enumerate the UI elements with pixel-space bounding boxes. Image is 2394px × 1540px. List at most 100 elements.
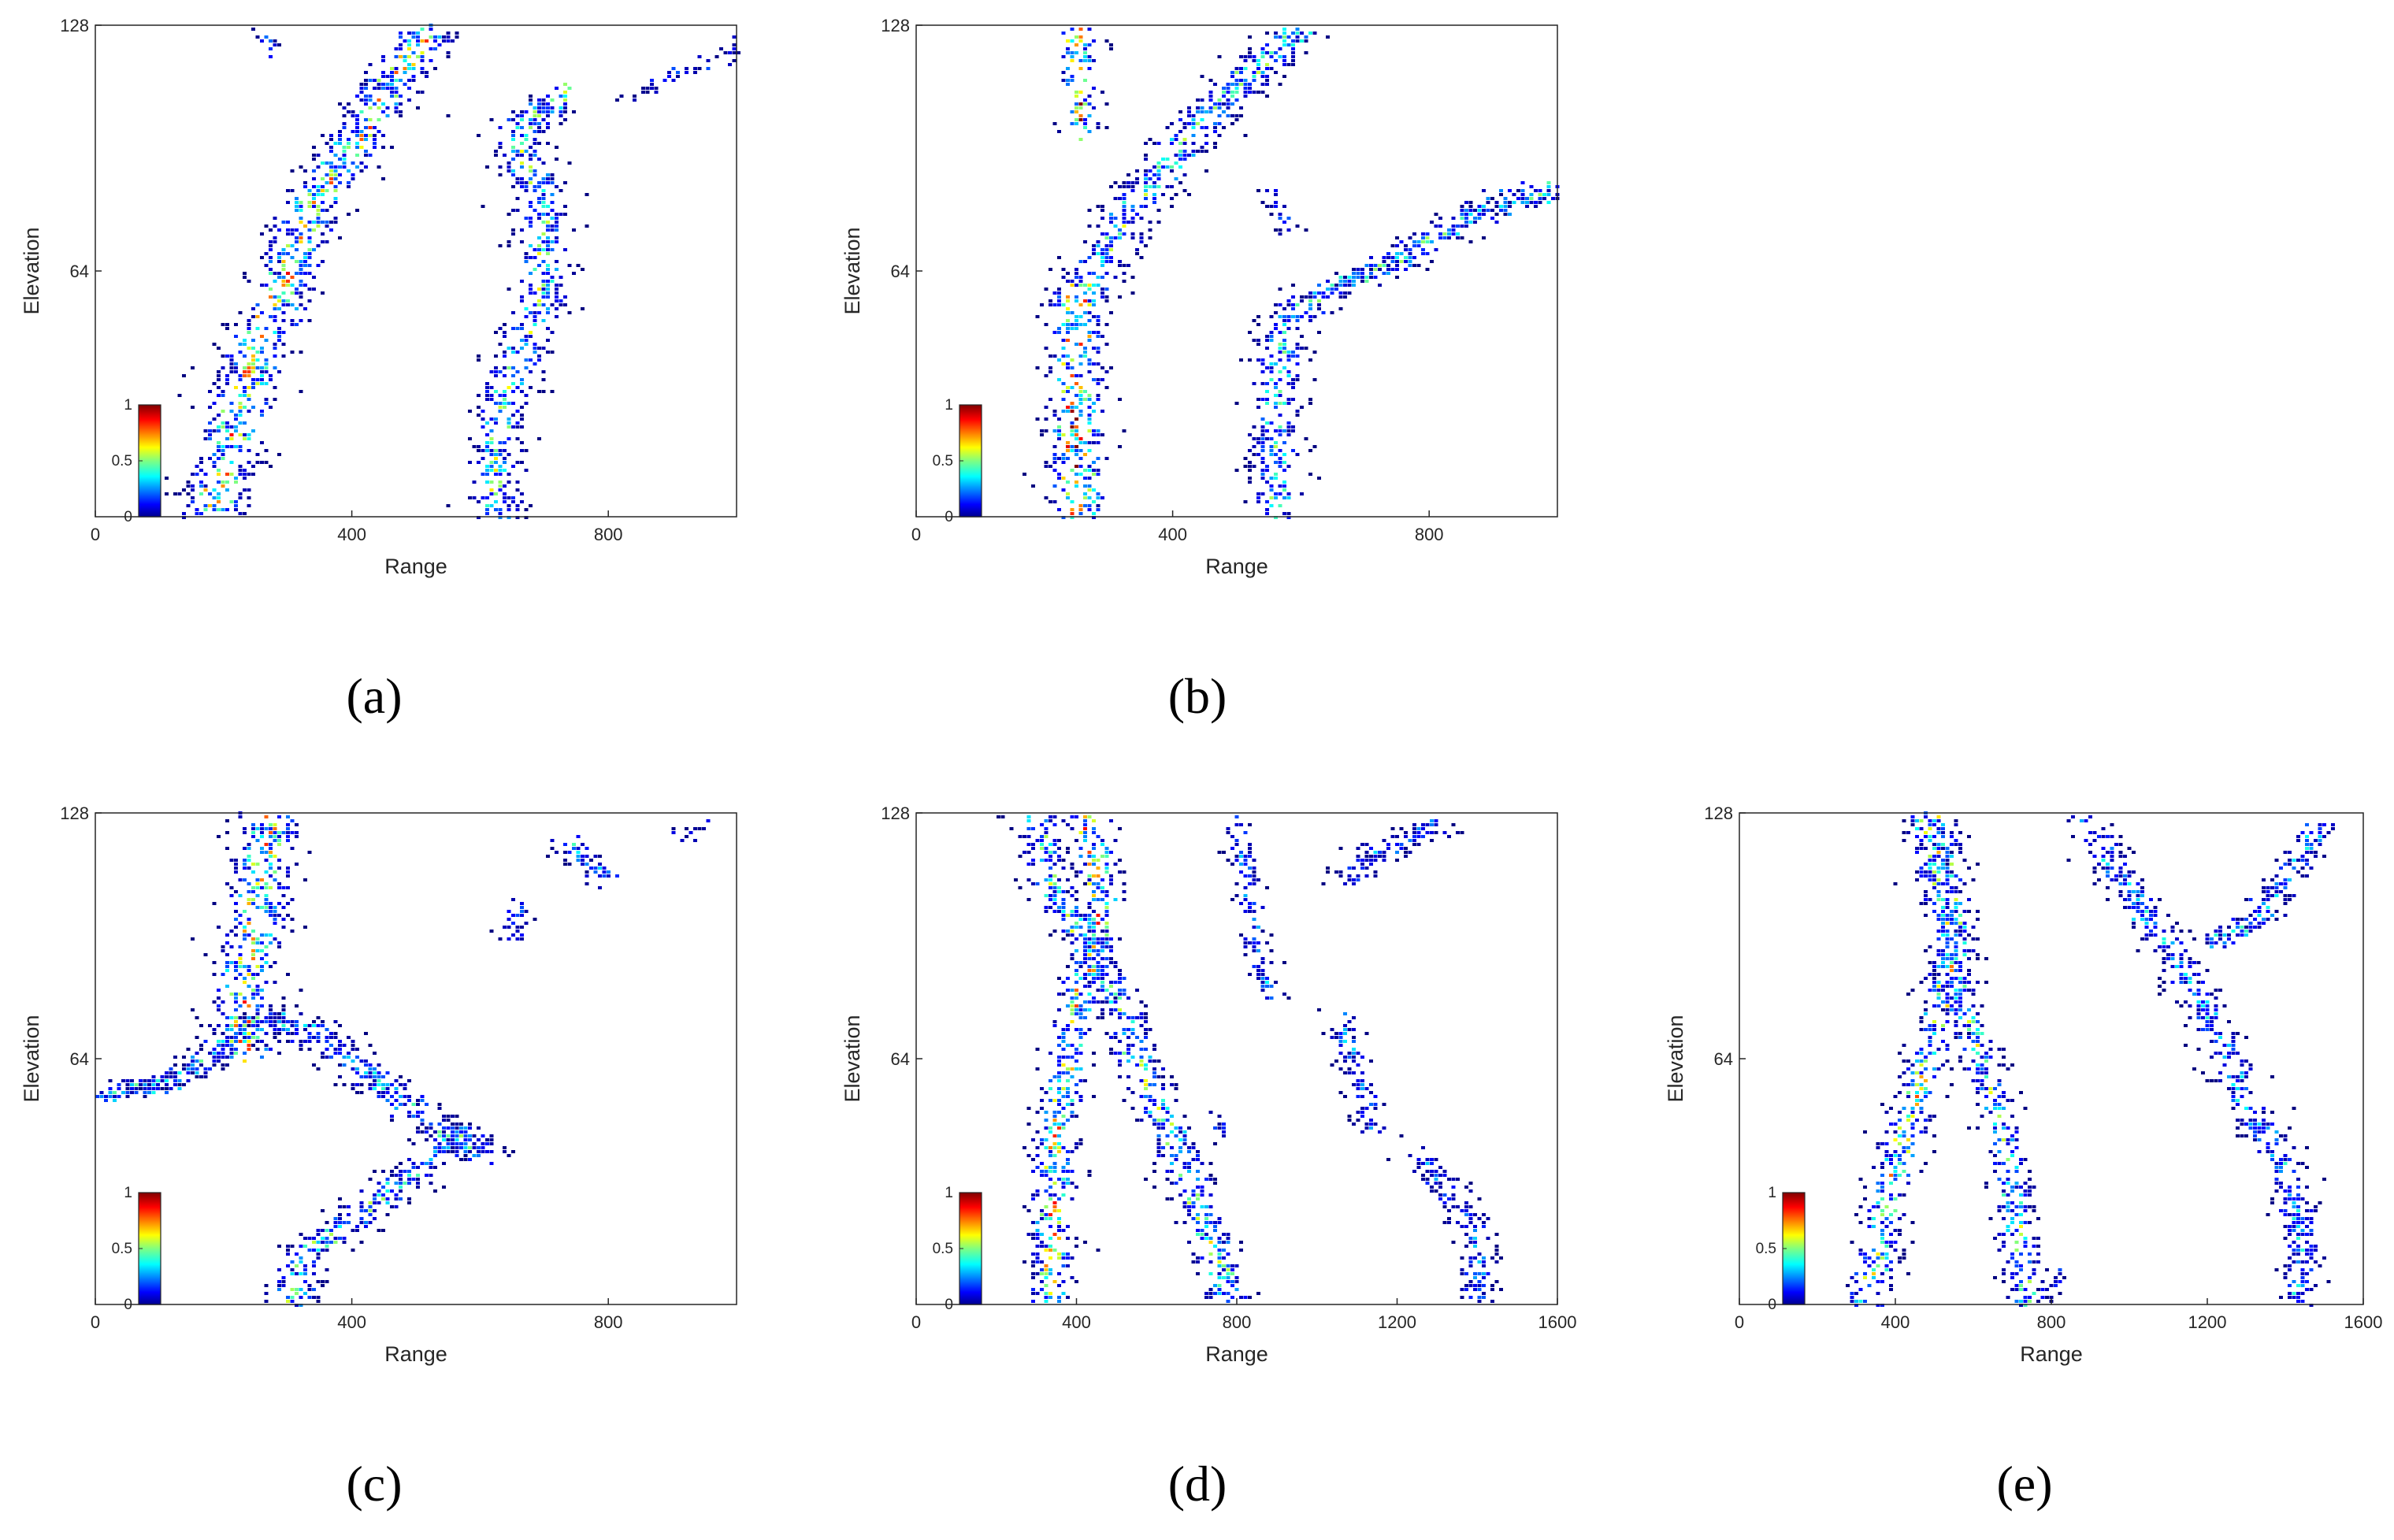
scatter-point — [1087, 969, 1092, 972]
scatter-point — [1075, 1004, 1078, 1007]
scatter-point — [1390, 244, 1395, 247]
scatter-point — [255, 839, 260, 842]
scatter-point — [546, 288, 550, 291]
scatter-point — [1248, 358, 1252, 362]
scatter-point — [737, 51, 740, 54]
scatter-point — [251, 953, 255, 956]
scatter-point — [550, 225, 555, 228]
scatter-point — [1066, 1024, 1070, 1027]
scatter-point — [1087, 114, 1092, 117]
scatter-point — [524, 260, 529, 263]
scatter-point — [277, 299, 281, 302]
scatter-point — [503, 390, 507, 393]
scatter-point — [515, 425, 520, 429]
scatter-point — [1078, 1052, 1083, 1055]
scatter-point — [1075, 95, 1078, 98]
scatter-point — [1222, 102, 1226, 106]
scatter-point — [541, 240, 546, 243]
scatter-point — [1061, 1048, 1066, 1051]
scatter-point — [507, 402, 511, 405]
scatter-point — [1040, 1268, 1044, 1271]
scatter-point — [1213, 126, 1217, 129]
scatter-point — [165, 1071, 169, 1074]
scatter-point — [333, 197, 338, 200]
scatter-point — [559, 189, 563, 192]
scatter-point — [581, 863, 585, 866]
scatter-point — [316, 213, 321, 216]
scatter-point — [1061, 1040, 1066, 1043]
scatter-point — [290, 1040, 295, 1043]
scatter-point — [1260, 398, 1265, 401]
scatter-point — [238, 421, 243, 425]
scatter-point — [1100, 496, 1104, 499]
scatter-point — [364, 126, 368, 129]
scatter-point — [529, 284, 533, 287]
scatter-point — [472, 1134, 477, 1137]
scatter-point — [1178, 158, 1182, 161]
scatter-point — [243, 406, 247, 409]
scatter-point — [364, 102, 368, 106]
scatter-point — [1494, 205, 1499, 208]
scatter-point — [563, 83, 567, 86]
scatter-point — [1052, 1134, 1057, 1137]
scatter-point — [247, 461, 251, 464]
scatter-point — [1508, 213, 1512, 216]
scatter-point — [503, 469, 507, 472]
scatter-point — [1092, 933, 1096, 937]
scatter-point — [385, 75, 390, 78]
scatter-point — [385, 1182, 390, 1185]
scatter-point — [1083, 102, 1087, 106]
scatter-point — [1104, 256, 1109, 259]
scatter-point — [347, 138, 351, 141]
scatter-point — [1083, 1008, 1087, 1011]
scatter-point — [1234, 79, 1239, 82]
scatter-point — [1395, 264, 1399, 267]
scatter-point — [255, 1048, 260, 1051]
scatter-point — [217, 996, 221, 1000]
scatter-point — [1230, 102, 1234, 106]
scatter-point — [1499, 193, 1503, 196]
scatter-point — [1187, 106, 1191, 109]
colorbar-tick-label: 1 — [945, 397, 953, 414]
scatter-point — [243, 910, 247, 913]
scatter-point — [507, 386, 511, 389]
scatter-point — [238, 973, 243, 976]
scatter-point — [286, 823, 290, 826]
scatter-point — [1282, 402, 1286, 405]
scatter-point — [1139, 236, 1144, 239]
scatter-point — [1092, 39, 1096, 43]
scatter-point — [1274, 429, 1278, 432]
scatter-point — [515, 327, 520, 330]
scatter-point — [260, 969, 264, 972]
x-tick-label: 0 — [91, 525, 100, 544]
scatter-point — [173, 1079, 177, 1082]
scatter-point — [247, 370, 251, 373]
scatter-point — [503, 374, 507, 377]
scatter-point — [1395, 268, 1399, 271]
scatter-point — [1239, 83, 1243, 86]
scatter-point — [1546, 201, 1551, 204]
scatter-point — [286, 870, 290, 874]
scatter-point — [203, 1067, 208, 1071]
scatter-point — [1044, 1166, 1049, 1169]
scatter-point — [147, 1079, 151, 1082]
scatter-point — [550, 173, 555, 176]
scatter-points-a — [165, 24, 740, 519]
scatter-point — [277, 831, 281, 834]
scatter-point — [1360, 276, 1364, 279]
scatter-point — [325, 221, 329, 224]
scatter-point — [1066, 1028, 1070, 1031]
scatter-point — [477, 414, 481, 417]
scatter-point — [1061, 303, 1066, 306]
scatter-point — [1256, 339, 1260, 342]
scatter-point — [685, 827, 689, 830]
scatter-point — [243, 354, 247, 358]
scatter-point — [229, 894, 234, 897]
scatter-point — [359, 110, 364, 113]
scatter-point — [541, 232, 546, 236]
scatter-point — [1451, 232, 1456, 236]
scatter-point — [295, 201, 299, 204]
scatter-point — [732, 47, 737, 50]
scatter-point — [1049, 465, 1052, 468]
scatter-point — [546, 291, 550, 295]
